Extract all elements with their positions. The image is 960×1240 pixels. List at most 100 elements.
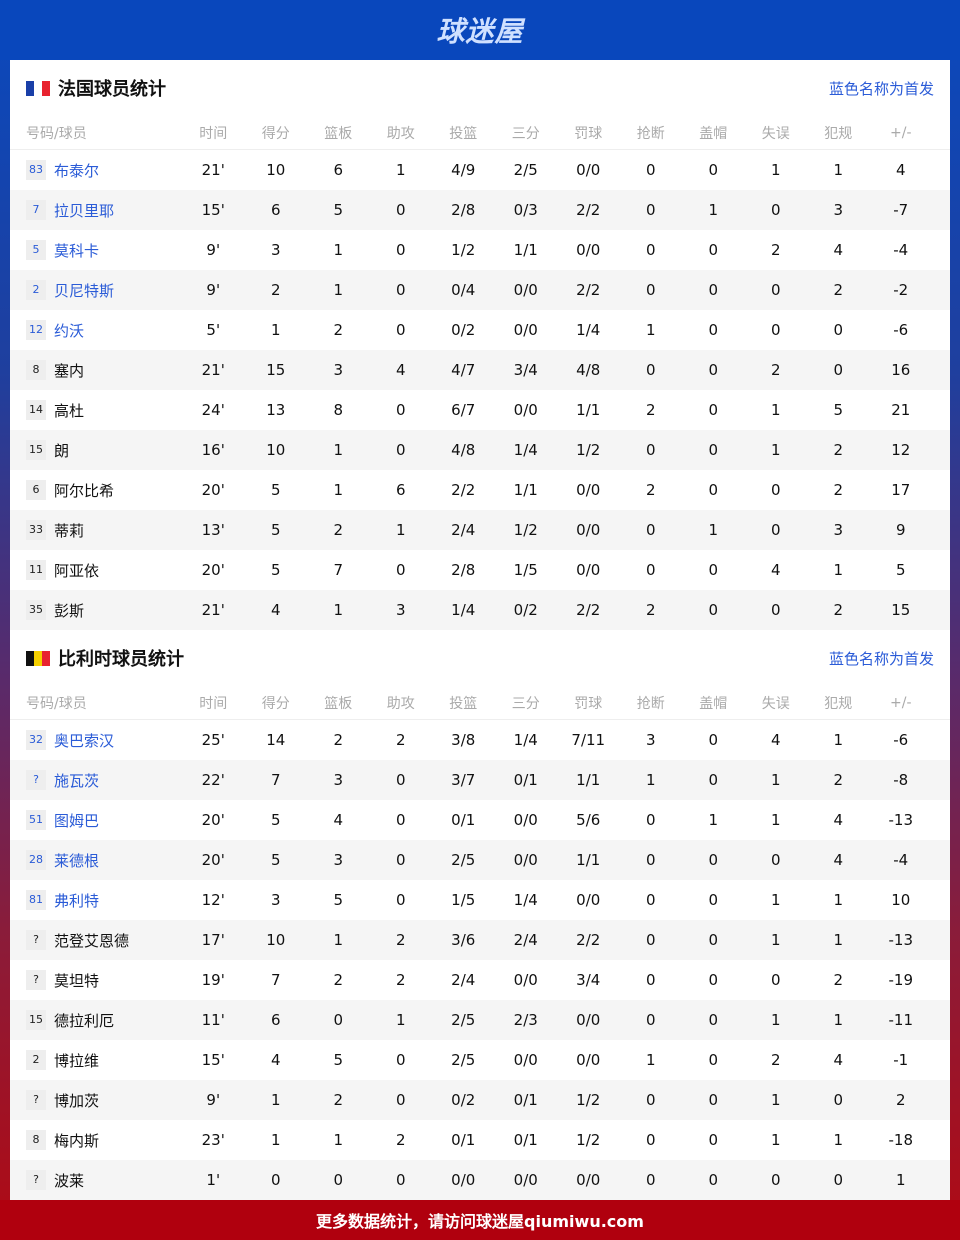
stat-cell: 1 bbox=[645, 771, 656, 789]
player-row[interactable]: 6 阿尔比希 20' 5 1 6 2/2 1/1 0/0 2 0 0 2 17 bbox=[10, 470, 950, 510]
stat-cell: 2/4 bbox=[513, 931, 538, 949]
stat-cell: 1 bbox=[833, 1131, 844, 1149]
stat-cell: 1 bbox=[645, 1051, 656, 1069]
stat-cell: 3/4 bbox=[513, 361, 538, 379]
player-name[interactable]: 图姆巴 bbox=[54, 811, 100, 830]
stat-cell: 1 bbox=[270, 1131, 281, 1149]
jersey-number: 81 bbox=[26, 890, 46, 910]
stat-cell: 9' bbox=[206, 1091, 221, 1109]
player-row[interactable]: 33 蒂莉 13' 5 2 1 2/4 1/2 0/0 0 1 0 3 9 bbox=[10, 510, 950, 550]
player-name[interactable]: 莫坦特 bbox=[54, 971, 100, 990]
player-row[interactable]: ? 波莱 1' 0 0 0 0/0 0/0 0/0 0 0 0 0 1 bbox=[10, 1160, 950, 1200]
player-name[interactable]: 朗 bbox=[54, 441, 70, 460]
player-name[interactable]: 高杜 bbox=[54, 401, 85, 420]
player-row[interactable]: 2 博拉维 15' 4 5 0 2/5 0/0 0/0 1 0 2 4 -1 bbox=[10, 1040, 950, 1080]
stat-cell: 4 bbox=[395, 361, 406, 379]
player-name[interactable]: 布泰尔 bbox=[54, 161, 100, 180]
player-name[interactable]: 弗利特 bbox=[54, 891, 100, 910]
table-header: 号码/球员 时间 得分 篮板 助攻 投篮 三分 罚球 抢断 盖帽 失误 犯规 +/- bbox=[10, 686, 950, 720]
player-row[interactable]: 81 弗利特 12' 3 5 0 1/5 1/4 0/0 0 0 1 1 10 bbox=[10, 880, 950, 920]
player-row[interactable]: 32 奥巴索汉 25' 14 2 2 3/8 1/4 7/11 3 0 4 1 -6 bbox=[10, 720, 950, 760]
player-row[interactable]: 7 拉贝里耶 15' 6 5 0 2/8 0/3 2/2 0 1 0 3 -7 bbox=[10, 190, 950, 230]
player-name[interactable]: 德拉利厄 bbox=[54, 1011, 115, 1030]
stat-cell: 4 bbox=[270, 601, 281, 619]
player-name[interactable]: 拉贝里耶 bbox=[54, 201, 115, 220]
stat-cell: 15' bbox=[201, 1051, 225, 1069]
stat-cell: 7 bbox=[270, 771, 281, 789]
stat-cell: 20' bbox=[201, 561, 225, 579]
stat-cell: 0 bbox=[645, 361, 656, 379]
stat-cell: 1 bbox=[333, 441, 344, 459]
player-row[interactable]: 11 阿亚依 20' 5 7 0 2/8 1/5 0/0 0 0 4 1 5 bbox=[10, 550, 950, 590]
stat-cell: 13' bbox=[201, 521, 225, 539]
player-name[interactable]: 贝尼特斯 bbox=[54, 281, 115, 300]
player-row[interactable]: 28 莱德根 20' 5 3 0 2/5 0/0 1/1 0 0 0 4 -4 bbox=[10, 840, 950, 880]
stat-cell: 4 bbox=[833, 241, 844, 259]
player-row[interactable]: ? 施瓦茨 22' 7 3 0 3/7 0/1 1/1 1 0 1 2 -8 bbox=[10, 760, 950, 800]
stat-cell: 8 bbox=[333, 401, 344, 419]
player-name[interactable]: 范登艾恩德 bbox=[54, 931, 130, 950]
player-row[interactable]: 14 高杜 24' 13 8 0 6/7 0/0 1/1 2 0 1 5 21 bbox=[10, 390, 950, 430]
stat-cell: 0 bbox=[708, 161, 719, 179]
stat-cell: 1 bbox=[770, 891, 781, 909]
player-row[interactable]: 15 朗 16' 10 1 0 4/8 1/4 1/2 0 0 1 2 12 bbox=[10, 430, 950, 470]
player-row[interactable]: ? 莫坦特 19' 7 2 2 2/4 0/0 3/4 0 0 0 2 -19 bbox=[10, 960, 950, 1000]
player-name[interactable]: 博拉维 bbox=[54, 1051, 100, 1070]
stat-cell: 0/0 bbox=[513, 811, 538, 829]
player-name[interactable]: 塞内 bbox=[54, 361, 85, 380]
stat-cell: 2 bbox=[770, 361, 781, 379]
stat-cell: 1 bbox=[770, 1091, 781, 1109]
player-row[interactable]: 8 塞内 21' 15 3 4 4/7 3/4 4/8 0 0 2 0 16 bbox=[10, 350, 950, 390]
column-header: 投篮 bbox=[449, 695, 478, 712]
player-name[interactable]: 波莱 bbox=[54, 1171, 85, 1190]
player-name[interactable]: 博加茨 bbox=[54, 1091, 100, 1110]
player-name[interactable]: 约沃 bbox=[54, 321, 85, 340]
stat-cell: 1/2 bbox=[576, 1131, 601, 1149]
flag-stripe bbox=[42, 650, 50, 666]
stat-cell: 2 bbox=[395, 931, 406, 949]
flag-icon bbox=[26, 80, 50, 96]
stat-cell: 0/1 bbox=[451, 811, 476, 829]
jersey-number: 6 bbox=[26, 480, 46, 500]
column-header: 助攻 bbox=[386, 695, 415, 712]
player-name[interactable]: 阿亚依 bbox=[54, 561, 100, 580]
player-row[interactable]: 12 约沃 5' 1 2 0 0/2 0/0 1/4 1 0 0 0 -6 bbox=[10, 310, 950, 350]
player-row[interactable]: ? 范登艾恩德 17' 10 1 2 3/6 2/4 2/2 0 0 1 1 -13 bbox=[10, 920, 950, 960]
player-row[interactable]: 8 梅内斯 23' 1 1 2 0/1 0/1 1/2 0 0 1 1 -18 bbox=[10, 1120, 950, 1160]
player-row[interactable]: 5 莫科卡 9' 3 1 0 1/2 1/1 0/0 0 0 2 4 -4 bbox=[10, 230, 950, 270]
stat-cell: 6 bbox=[333, 161, 344, 179]
stat-cell: 0 bbox=[333, 1011, 344, 1029]
player-name[interactable]: 蒂莉 bbox=[54, 521, 85, 540]
stat-cell: 0 bbox=[645, 851, 656, 869]
player-name[interactable]: 莱德根 bbox=[54, 851, 100, 870]
logo: 球迷屋 bbox=[436, 15, 524, 48]
column-header: 罚球 bbox=[574, 695, 603, 712]
stat-cell: 14 bbox=[266, 731, 286, 749]
stat-cell: 2/5 bbox=[451, 851, 476, 869]
player-row[interactable]: 51 图姆巴 20' 5 4 0 0/1 0/0 5/6 0 1 1 4 -13 bbox=[10, 800, 950, 840]
stat-cell: 1/2 bbox=[451, 241, 476, 259]
stat-cell: 12 bbox=[891, 441, 911, 459]
stat-cell: 21' bbox=[201, 161, 225, 179]
column-header: 抢断 bbox=[636, 695, 665, 712]
player-cell: ? 范登艾恩德 bbox=[26, 930, 182, 951]
stat-cell: 0 bbox=[708, 891, 719, 909]
player-row[interactable]: 15 德拉利厄 11' 6 0 1 2/5 2/3 0/0 0 0 1 1 -11 bbox=[10, 1000, 950, 1040]
player-cell: 8 梅内斯 bbox=[26, 1130, 182, 1151]
player-row[interactable]: 2 贝尼特斯 9' 2 1 0 0/4 0/0 2/2 0 0 0 2 -2 bbox=[10, 270, 950, 310]
player-row[interactable]: 83 布泰尔 21' 10 6 1 4/9 2/5 0/0 0 0 1 1 4 bbox=[10, 150, 950, 190]
player-name[interactable]: 施瓦茨 bbox=[54, 771, 100, 790]
stat-cell: 10 bbox=[891, 891, 911, 909]
stat-cell: 1 bbox=[833, 561, 844, 579]
stat-cell: -11 bbox=[888, 1011, 914, 1029]
player-name[interactable]: 梅内斯 bbox=[54, 1131, 100, 1150]
stat-cell: 1 bbox=[770, 771, 781, 789]
player-name[interactable]: 奥巴索汉 bbox=[54, 731, 115, 750]
player-row[interactable]: 35 彭斯 21' 4 1 3 1/4 0/2 2/2 2 0 0 2 15 bbox=[10, 590, 950, 630]
stat-cell: 17 bbox=[891, 481, 911, 499]
stat-cell: 0/0 bbox=[576, 1171, 601, 1189]
player-name[interactable]: 阿尔比希 bbox=[54, 481, 115, 500]
player-name[interactable]: 彭斯 bbox=[54, 601, 85, 620]
player-name[interactable]: 莫科卡 bbox=[54, 241, 100, 260]
player-row[interactable]: ? 博加茨 9' 1 2 0 0/2 0/1 1/2 0 0 1 0 2 bbox=[10, 1080, 950, 1120]
